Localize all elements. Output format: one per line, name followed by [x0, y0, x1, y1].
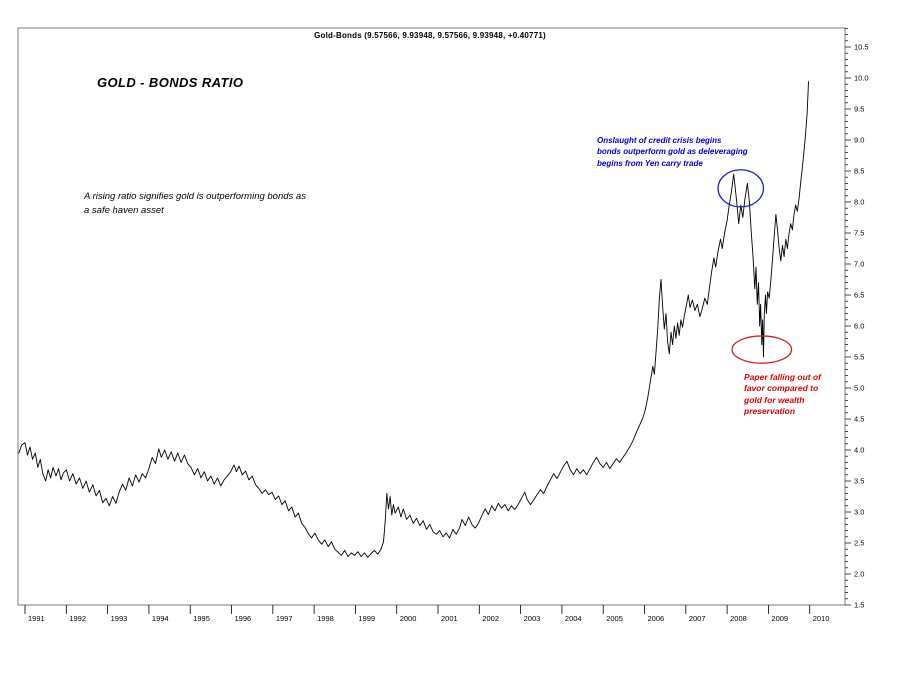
x-tick-label: 2000: [400, 614, 417, 623]
y-tick-label: 4.0: [854, 446, 864, 455]
x-tick-label: 1997: [276, 614, 293, 623]
y-tick-label: 2.5: [854, 539, 864, 548]
x-axis: 1991 1992 1993 1994 1995 1996 1997 1998 1999 2000…: [24, 605, 830, 623]
x-tick-label: 2010: [813, 614, 830, 623]
y-tick-label: 3.5: [854, 477, 864, 486]
x-tick-label: 2009: [771, 614, 788, 623]
x-tick-label: 2005: [606, 614, 623, 623]
y-tick-label: 5.5: [854, 353, 864, 362]
rising-ratio-note: A rising ratio signifies gold is outperf…: [84, 191, 306, 217]
x-tick-label: 1991: [28, 614, 45, 623]
x-tick-label: 1995: [193, 614, 210, 623]
paper-falling-ellipse: [731, 335, 793, 364]
paper-falling-annotation: Paper falling out of favor compared to g…: [744, 372, 821, 417]
x-tick-label: 2007: [689, 614, 706, 623]
chart-title: GOLD - BONDS RATIO: [97, 75, 244, 90]
y-tick-label: 6.5: [854, 291, 864, 300]
y-tick-label: 3.0: [854, 508, 864, 517]
x-tick-label: 1996: [235, 614, 252, 623]
plot-frame: [17, 27, 846, 606]
x-tick-label: 1998: [317, 614, 334, 623]
instrument-quote-header: Gold-Bonds (9.57566, 9.93948, 9.57566, 9…: [314, 31, 546, 40]
y-tick-label: 6.0: [854, 322, 864, 331]
credit-crisis-ellipse: [717, 169, 765, 208]
y-tick-label: 9.0: [854, 136, 864, 145]
x-tick-label: 2006: [648, 614, 665, 623]
y-tick-label: 2.0: [854, 570, 864, 579]
y-tick-label: 7.0: [854, 260, 864, 269]
y-tick-label: 8.0: [854, 198, 864, 207]
ratio-line: [18, 81, 809, 558]
y-tick-label: 10.0: [854, 74, 869, 83]
x-tick-label: 2002: [482, 614, 499, 623]
y-tick-label: 10.5: [854, 43, 869, 52]
y-tick-label: 5.0: [854, 384, 864, 393]
x-tick-label: 2001: [441, 614, 458, 623]
x-tick-label: 1992: [69, 614, 86, 623]
y-tick-label: 9.5: [854, 105, 864, 114]
x-tick-label: 2004: [565, 614, 582, 623]
x-tick-label: 2008: [730, 614, 747, 623]
y-axis: 1.5 2.0 2.5 3.0 3.5 4.0 4.5 5.0 5.5 6.0 6.5 7.0 7.5 8…: [845, 28, 869, 610]
y-tick-label: 4.5: [854, 415, 864, 424]
x-tick-label: 1993: [111, 614, 128, 623]
x-tick-label: 1999: [358, 614, 375, 623]
x-tick-label: 1994: [152, 614, 169, 623]
y-tick-label: 8.5: [854, 167, 864, 176]
x-tick-label: 2003: [524, 614, 541, 623]
credit-crisis-annotation: Onslaught of credit crisis begins bonds …: [597, 136, 748, 168]
y-tick-label: 7.5: [854, 229, 864, 238]
y-tick-label: 1.5: [854, 601, 864, 610]
